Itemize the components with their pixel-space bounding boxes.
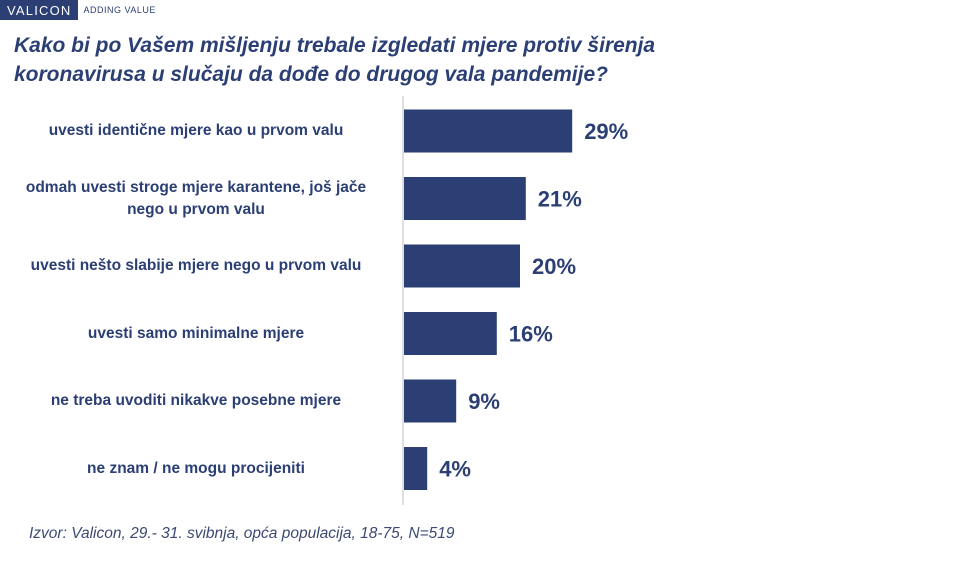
bar: [404, 447, 428, 490]
data-label: 29%: [584, 119, 628, 144]
category-label: uvesti nešto slabije mjere nego u prvom …: [30, 257, 362, 274]
bar: [404, 312, 497, 355]
bar: [404, 177, 526, 220]
data-label: 9%: [468, 389, 500, 414]
category-label: odmah uvesti stroge mjere karantene, još…: [25, 178, 367, 218]
bar: [404, 109, 573, 153]
chart-title: Kako bi po Vašem mišljenju trebale izgle…: [14, 34, 656, 86]
category-label: ne znam / ne mogu procijeniti: [87, 459, 305, 477]
brand-tagline: ADDING VALUE: [83, 5, 156, 15]
data-label: 4%: [439, 457, 471, 482]
category-label: uvesti samo minimalne mjere: [87, 324, 305, 342]
category-label: uvesti identične mjere kao u prvom valu: [48, 122, 344, 139]
brand-header: VALICON ADDING VALUE: [0, 0, 156, 20]
source-note: Izvor: Valicon, 29.- 31. svibnja, opća p…: [29, 525, 455, 542]
bar: [404, 379, 457, 423]
category-label: ne treba uvoditi nikakve posebne mjere: [50, 392, 342, 409]
valicon-logo: VALICON: [0, 0, 78, 20]
data-label: 20%: [532, 254, 576, 279]
data-label: 16%: [509, 322, 553, 347]
data-label: 21%: [538, 187, 582, 212]
bar: [404, 244, 520, 288]
